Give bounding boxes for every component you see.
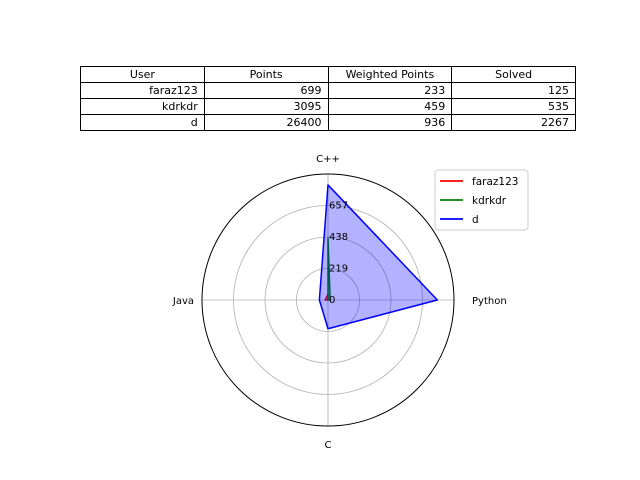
radial-tick-label: 657 <box>329 201 348 212</box>
radial-tick-label: 219 <box>329 264 348 275</box>
table-cell-points: 26400 <box>203 114 329 131</box>
legend-label: kdrkdr <box>472 195 507 207</box>
table-cell-solved: 2267 <box>451 114 576 131</box>
axis-label: Python <box>472 296 507 307</box>
axis-label: C <box>325 440 332 451</box>
series-fill-d <box>319 184 438 329</box>
table-row: kdrkdr 3095 459 535 <box>80 98 576 115</box>
polar-frame <box>201 173 455 427</box>
stats-table: User Points Weighted Points Solved faraz… <box>80 66 576 131</box>
table-cell-weighted-points: 936 <box>327 114 453 131</box>
series-line-kdrkdr <box>327 237 331 301</box>
axis-label: C++ <box>316 154 340 165</box>
legend-label: faraz123 <box>472 176 518 188</box>
axis-label: Java <box>172 296 194 307</box>
radial-tick-label: 0 <box>329 295 335 306</box>
table-row: d 26400 936 2267 <box>80 114 576 131</box>
series-line-d <box>318 184 439 330</box>
legend-label: d <box>472 214 479 226</box>
legend-box <box>434 169 529 231</box>
radial-tick-label: 438 <box>329 232 348 243</box>
table-cell-user: faraz123 <box>80 82 205 99</box>
